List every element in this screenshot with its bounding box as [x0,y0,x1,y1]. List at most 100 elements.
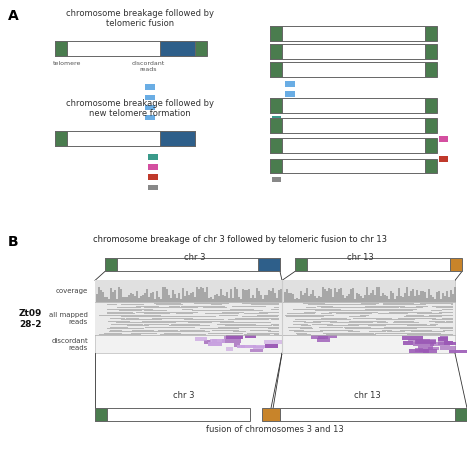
Bar [272,177,281,182]
Text: B: B [8,236,19,250]
Bar [307,316,316,317]
Bar [367,309,384,310]
Bar [206,288,208,302]
Bar [444,342,453,345]
Bar [272,288,274,302]
Bar [263,304,279,305]
Bar [248,306,265,307]
Bar [347,327,363,328]
Text: chr 3: chr 3 [173,391,195,400]
Bar [158,312,183,313]
Bar [114,290,116,302]
Bar [415,340,436,344]
Bar [260,295,262,302]
Bar [376,319,389,320]
Bar [202,303,222,304]
Bar [202,288,204,302]
Bar [330,325,350,326]
Bar [328,310,345,311]
Bar [389,319,401,320]
Bar [352,333,374,334]
Bar [414,296,416,302]
Bar [231,319,252,320]
Bar [263,315,279,316]
Bar [144,324,169,325]
Bar [323,333,346,334]
Bar [200,287,202,302]
Bar [354,313,365,314]
Bar [253,327,265,328]
Bar [369,303,379,304]
Bar [258,258,280,271]
Bar [352,288,354,302]
Bar [187,321,203,322]
Bar [181,306,207,307]
Bar [439,312,453,313]
Bar [357,328,378,329]
Bar [140,316,150,317]
Bar [290,315,306,316]
Bar [212,303,229,304]
Bar [166,318,184,319]
Bar [384,304,411,305]
Bar [286,316,298,317]
Bar [270,98,282,113]
Bar [219,324,227,325]
Bar [357,334,376,335]
Bar [109,309,122,310]
Bar [270,44,282,58]
Bar [270,26,425,41]
Bar [450,258,462,271]
Bar [325,335,337,338]
Bar [126,297,128,302]
Bar [286,316,307,317]
Bar [416,306,428,307]
Bar [404,316,432,317]
Bar [239,306,260,307]
Bar [118,307,135,308]
Bar [271,318,279,319]
Bar [226,310,251,311]
Bar [55,131,195,146]
Bar [363,328,381,329]
Bar [312,289,314,302]
Bar [355,316,367,317]
Bar [318,336,328,339]
Bar [350,310,373,311]
Bar [401,330,410,331]
Bar [158,297,160,302]
Bar [184,296,186,302]
Bar [144,310,161,311]
Bar [430,327,453,328]
Bar [187,330,205,331]
Bar [99,334,119,335]
Bar [440,328,453,329]
Bar [404,293,406,302]
Bar [424,333,441,334]
Bar [203,307,211,308]
Bar [416,339,436,343]
Bar [262,299,264,302]
Bar [348,294,350,302]
Bar [273,325,279,326]
Bar [318,304,339,305]
Bar [322,330,348,331]
Bar [353,321,380,322]
Bar [365,324,373,325]
Bar [104,333,117,334]
Text: coverage: coverage [56,288,88,294]
Bar [147,307,157,308]
Bar [226,313,240,314]
Bar [285,91,295,97]
Bar [55,41,67,56]
Bar [241,345,256,348]
Bar [164,287,166,302]
Bar [230,309,247,310]
Bar [274,319,279,320]
Bar [344,298,346,302]
Bar [154,316,179,317]
Bar [136,291,138,302]
Bar [345,312,361,313]
Bar [439,156,448,162]
Bar [268,328,279,329]
